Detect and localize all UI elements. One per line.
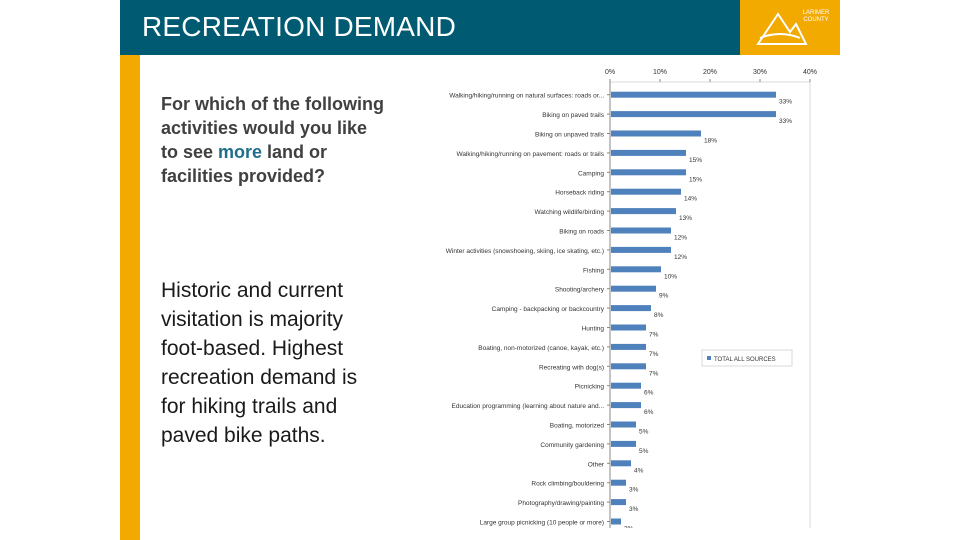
bar	[611, 363, 646, 370]
data-label: 7%	[649, 332, 659, 339]
legend-box	[701, 349, 793, 367]
data-label: 3%	[629, 506, 639, 513]
data-label: 15%	[689, 157, 702, 164]
data-label: 8%	[654, 312, 664, 319]
bar	[611, 421, 636, 428]
category-label: Biking on roads	[559, 229, 605, 236]
data-label: 6%	[644, 390, 654, 397]
category-label: Recreating with dog(s)	[539, 364, 604, 371]
category-label: Community gardening	[540, 442, 604, 449]
category-label: Hunting	[582, 326, 605, 333]
bar	[611, 440, 636, 447]
legend-label: TOTAL ALL SOURCES	[714, 357, 776, 363]
category-label: Large group picnicking (10 people or mor…	[480, 520, 604, 527]
summary-text: Historic and current visitation is major…	[161, 279, 358, 447]
data-label: 15%	[689, 176, 702, 183]
survey-question: For which of the following activities wo…	[161, 92, 386, 188]
bar	[611, 499, 626, 506]
question-text-before: For which of the following activities wo…	[161, 94, 384, 162]
category-label: Fishing	[583, 267, 604, 274]
plot-area	[609, 81, 811, 528]
bar	[611, 402, 641, 409]
category-label: Photography/drawing/painting	[518, 500, 604, 507]
question-highlight: more	[218, 142, 263, 162]
data-label: 33%	[779, 99, 792, 106]
legend-swatch	[707, 356, 711, 360]
bar	[611, 324, 646, 331]
data-label: 7%	[649, 370, 659, 377]
category-label: Camping - backpacking or backcountry	[492, 306, 605, 313]
bar	[611, 518, 621, 525]
bar	[611, 266, 661, 273]
header-bar: RECREATION DEMAND	[120, 0, 840, 55]
bar	[611, 479, 626, 486]
bar	[611, 460, 631, 467]
category-label: Rock climbing/bouldering	[531, 481, 604, 488]
category-label: Winter activities (snowshoeing, skiing, …	[446, 248, 604, 255]
bar	[611, 188, 681, 195]
slide-title: RECREATION DEMAND	[142, 11, 457, 42]
category-label: Biking on unpaved trails	[535, 132, 605, 139]
category-label: Walking/hiking/running on pavement: road…	[456, 151, 604, 158]
category-label: Picnicking	[575, 384, 605, 391]
data-label: 2%	[624, 526, 634, 529]
bar	[611, 285, 656, 292]
data-label: 12%	[674, 254, 687, 261]
category-label: Camping	[578, 170, 604, 177]
data-label: 5%	[639, 429, 649, 436]
bar	[611, 91, 776, 98]
data-label: 10%	[664, 273, 677, 280]
category-label: Education programming (learning about na…	[452, 403, 605, 410]
data-label: 18%	[704, 138, 717, 145]
accent-bar	[120, 55, 140, 540]
data-label: 33%	[779, 118, 792, 125]
bar	[611, 111, 776, 118]
x-tick-label: 0%	[605, 69, 615, 76]
x-tick-label: 20%	[703, 69, 717, 76]
bar	[611, 227, 671, 234]
bar	[611, 246, 671, 253]
category-label: Other	[588, 461, 605, 468]
data-label: 9%	[659, 293, 669, 300]
question-text-after: land or facilities provided?	[161, 142, 328, 186]
category-label: Boating, motorized	[550, 423, 605, 430]
data-label: 4%	[634, 467, 644, 474]
data-label: 3%	[629, 487, 639, 494]
bar	[611, 208, 676, 215]
data-label: 7%	[649, 351, 659, 358]
bar	[611, 343, 646, 350]
mountain-logo-icon	[756, 12, 808, 45]
bar	[611, 169, 686, 176]
data-label: 6%	[644, 409, 654, 416]
category-label: Boating, non-motorized (canoe, kayak, et…	[478, 345, 604, 352]
data-label: 12%	[674, 235, 687, 242]
data-label: 14%	[684, 196, 697, 203]
bar-chart: 0% 10% 20% 30% 40% Walking/hiking/running on …	[446, 69, 817, 529]
category-label: Walking/hiking/running on natural surfac…	[449, 93, 604, 100]
category-label: Watching wildlife/birding	[535, 209, 605, 216]
bar	[611, 305, 651, 312]
logo: LARIMER COUNTY	[740, 0, 840, 55]
category-label: Biking on paved trails	[542, 112, 605, 119]
logo-text: LARIMER COUNTY	[802, 10, 830, 23]
x-tick-label: 30%	[753, 69, 767, 76]
x-tick-label: 40%	[803, 69, 817, 76]
category-label: Horseback riding	[555, 190, 604, 197]
x-tick-label: 10%	[653, 69, 667, 76]
category-label: Shooting/archery	[555, 287, 605, 294]
bar	[611, 130, 701, 137]
bar	[611, 382, 641, 389]
data-label: 5%	[639, 448, 649, 455]
data-label: 13%	[679, 215, 692, 222]
bar	[611, 149, 686, 156]
